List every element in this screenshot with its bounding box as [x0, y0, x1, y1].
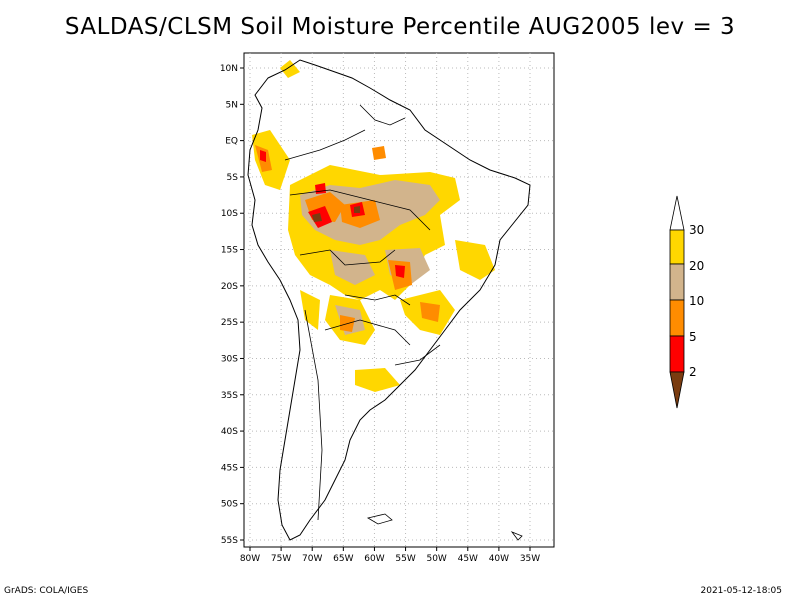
- lon-label: 60W: [364, 554, 384, 564]
- patch-yellow-uruguay: [355, 368, 400, 392]
- lon-label: 80W: [240, 554, 260, 564]
- lat-label: 10S: [221, 209, 238, 219]
- patch-yellow-north: [280, 60, 300, 78]
- lon-label: 45W: [458, 554, 478, 564]
- patch-orange-6: [372, 146, 386, 160]
- patch-yellow-andes: [300, 290, 320, 330]
- lat-label: 5N: [226, 100, 238, 110]
- lon-label: 35W: [520, 554, 540, 564]
- lat-label: 25S: [221, 318, 238, 328]
- lat-label: 40S: [221, 427, 238, 437]
- lat-label: 45S: [221, 463, 238, 473]
- falkland-islands: [366, 513, 393, 525]
- colorbar: 30 20 10 5 2: [669, 195, 704, 409]
- patch-red-5: [260, 150, 266, 162]
- lat-label: 10N: [220, 64, 238, 74]
- patch-orange-7: [420, 302, 440, 322]
- colorbar-red: [669, 335, 685, 373]
- colorbar-tan: [669, 263, 685, 301]
- lon-label: 70W: [302, 554, 322, 564]
- patch-red-4: [395, 265, 405, 278]
- colorbar-label: 20: [689, 259, 704, 273]
- lat-label: 35S: [221, 391, 238, 401]
- patch-yellow-west: [252, 130, 290, 190]
- colorbar-top-arrow: [669, 195, 685, 231]
- chart-title: SALDAS/CLSM Soil Moisture Percentile AUG…: [64, 14, 736, 40]
- colorbar-orange: [669, 299, 685, 337]
- map-frame: [243, 52, 555, 548]
- graticule: 10N 5N EQ 5S 10S 15S 20S 25S 30S 35S 40S 45S 50S 55S8…: [220, 53, 554, 564]
- lat-label: 20S: [221, 282, 238, 292]
- colorbar-label: 30: [689, 223, 704, 237]
- lat-label: 55S: [221, 536, 238, 546]
- lon-label: 65W: [333, 554, 353, 564]
- patch-tan-bolivia: [330, 250, 375, 285]
- colorbar-label: 5: [689, 330, 697, 344]
- south-georgia: [510, 531, 523, 541]
- lon-label: 50W: [426, 554, 446, 564]
- colorbar-label: 10: [689, 294, 704, 308]
- lat-label: 15S: [221, 246, 238, 256]
- colorbar-yellow: [669, 229, 685, 265]
- lon-label: 75W: [271, 554, 291, 564]
- lat-label: 50S: [221, 500, 238, 510]
- patch-brown-1: [312, 213, 322, 222]
- patch-brown-2: [354, 206, 360, 213]
- colorbar-bottom-arrow: [669, 371, 685, 409]
- lat-label: 5S: [227, 173, 239, 183]
- percentile-patches: [252, 60, 495, 392]
- footer-credit: GrADS: COLA/IGES: [4, 586, 89, 596]
- colorbar-label: 2: [689, 365, 697, 379]
- lat-label: 30S: [221, 354, 238, 364]
- lat-label: EQ: [225, 137, 238, 147]
- lon-label: 55W: [395, 554, 415, 564]
- footer-timestamp: 2021-05-12-18:05: [700, 586, 783, 596]
- south-america-outline: [247, 59, 531, 541]
- country-borders: [284, 104, 441, 521]
- patch-yellow-east: [455, 240, 495, 280]
- lon-label: 40W: [489, 554, 509, 564]
